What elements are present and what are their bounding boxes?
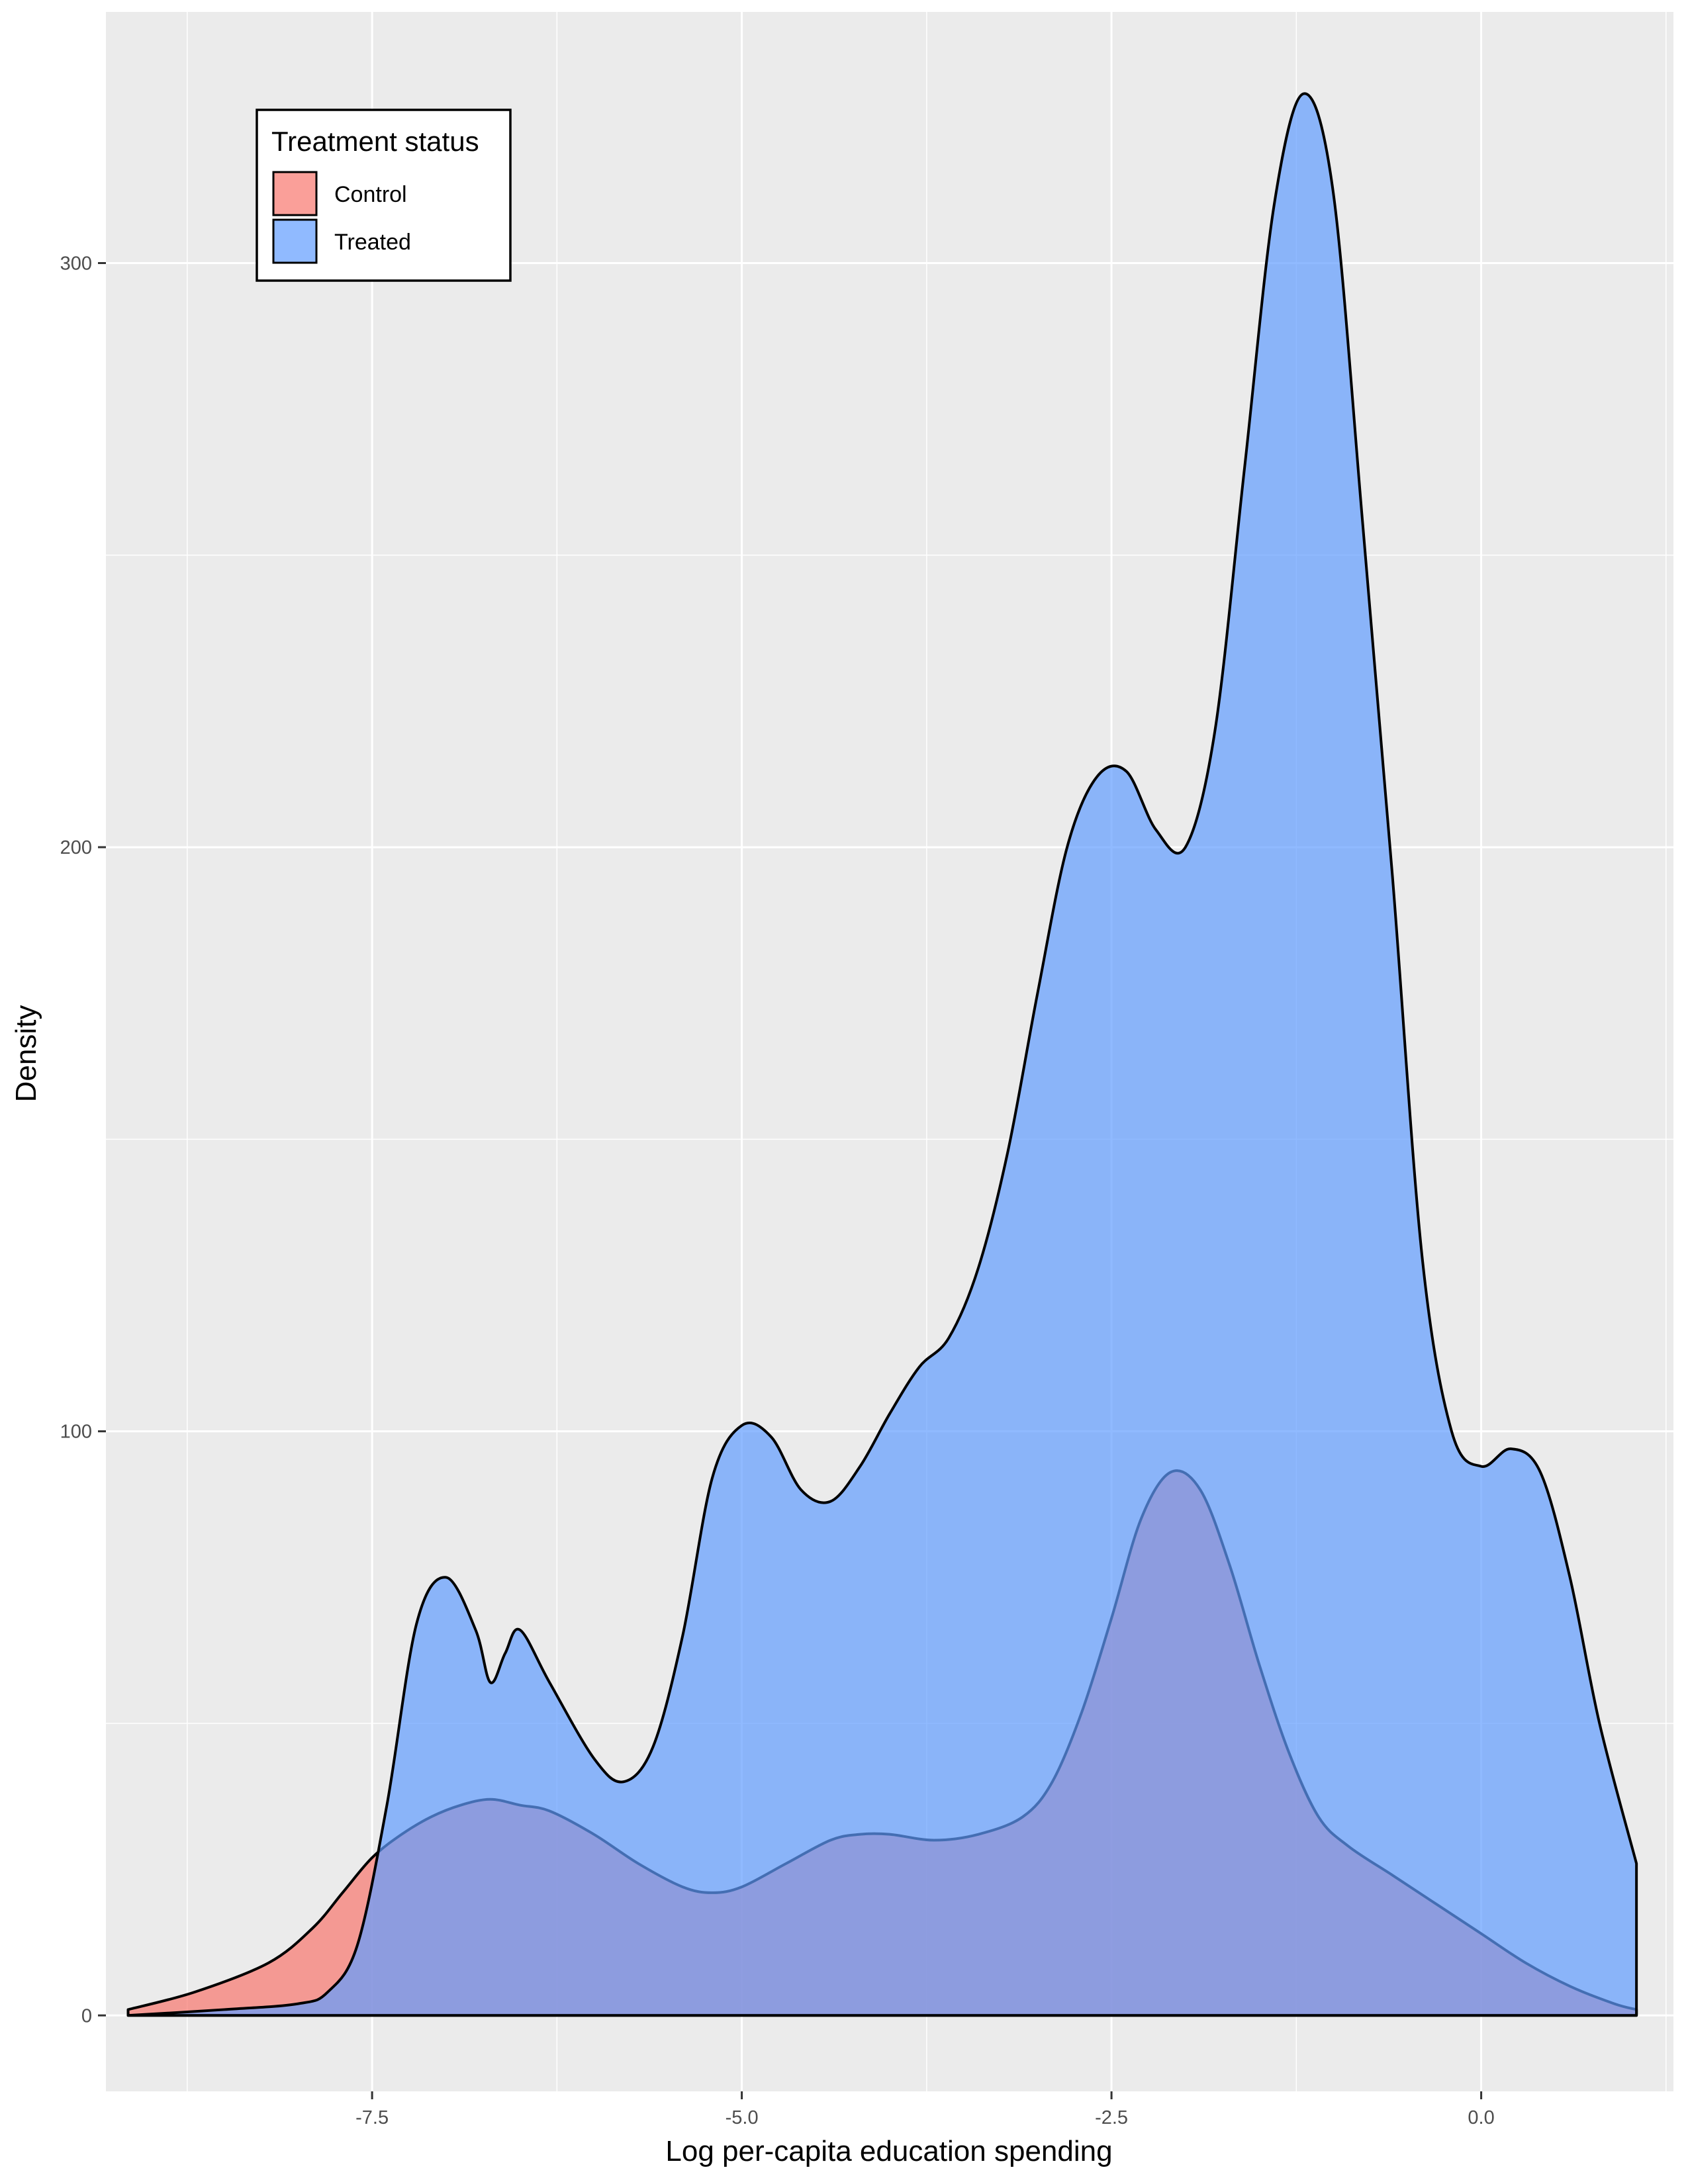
legend-key-control [272, 171, 318, 216]
x-tick-label: -5.0 [726, 2107, 759, 2128]
legend-label-treated: Treated [334, 230, 411, 255]
legend: Treatment status Control Treated [256, 109, 512, 282]
x-tick-label: -2.5 [1095, 2107, 1128, 2128]
x-tick-label: 0.0 [1468, 2107, 1494, 2128]
y-axis-title: Density [10, 1005, 42, 1103]
y-tick-label: 100 [60, 1422, 92, 1443]
x-axis-ticks: -7.5 -5.0 -2.5 0.0 [355, 2091, 1495, 2128]
density-area-treated [126, 92, 1638, 2017]
x-axis-title: Log per-capita education spending [665, 2135, 1112, 2167]
y-axis-ticks: 0 100 200 300 [60, 253, 106, 2026]
x-tick-label: -7.5 [355, 2107, 389, 2128]
legend-title: Treatment status [271, 126, 479, 157]
y-tick-label: 300 [60, 253, 92, 275]
density-areas [126, 92, 1638, 2017]
y-tick-label: 0 [81, 2005, 92, 2026]
legend-label-control: Control [334, 182, 407, 207]
y-tick-label: 200 [60, 837, 92, 858]
legend-key-treated [272, 218, 318, 264]
